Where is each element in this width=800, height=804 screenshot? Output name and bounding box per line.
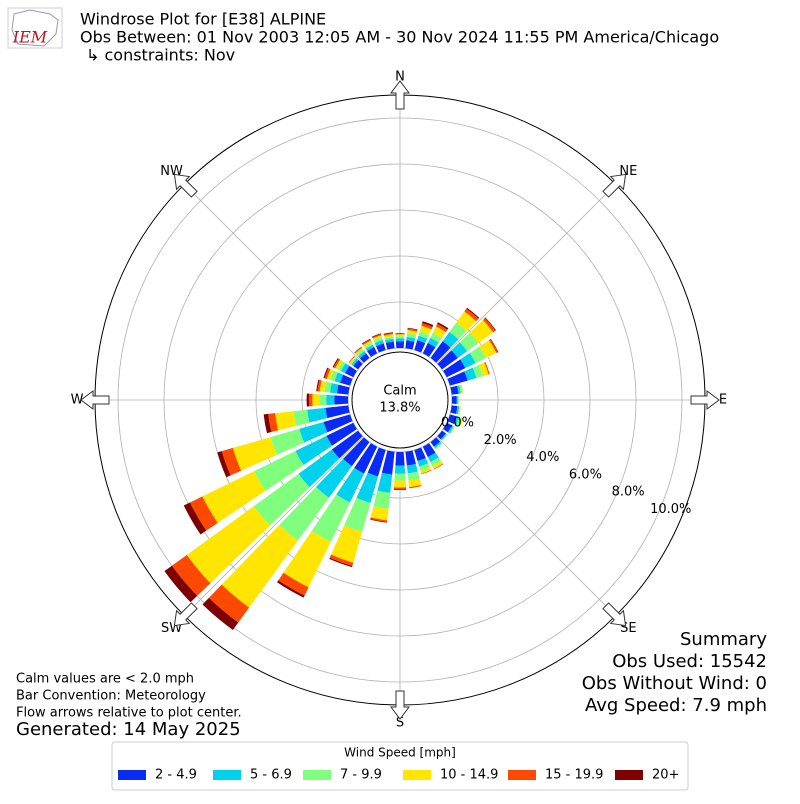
legend-swatch [508, 770, 536, 780]
summary-line: Obs Used: 15542 [612, 651, 767, 672]
summary-line: Obs Without Wind: 0 [582, 673, 767, 694]
bar-segment [395, 452, 404, 466]
bar-segment [394, 481, 406, 488]
legend-swatch [118, 770, 146, 780]
bar-segment [395, 466, 405, 474]
r-tick-label: 4.0% [526, 450, 559, 465]
calm-value: 13.8% [379, 401, 420, 416]
bar-segment [395, 334, 404, 336]
legend-label: 20+ [652, 768, 679, 783]
generated: Generated: 14 May 2025 [16, 719, 241, 740]
bar-segment [307, 393, 310, 406]
bar-segment [334, 395, 348, 404]
bar-segment [396, 338, 405, 341]
bar-segment [452, 396, 457, 404]
bar-segment [396, 341, 404, 348]
legend-swatch [403, 770, 431, 780]
note: Calm values are < 2.0 mph [16, 672, 194, 687]
legend-swatch [213, 770, 241, 780]
logo-text: IEM [12, 28, 48, 47]
r-tick-label: 6.0% [569, 467, 602, 482]
legend-label: 15 - 19.9 [545, 768, 603, 783]
calm-label: Calm [383, 384, 416, 399]
constraints: ↳ constraints: Nov [86, 46, 235, 65]
r-tick-label: 10.0% [650, 502, 691, 517]
bar-segment [396, 336, 405, 338]
bar-segment [458, 396, 459, 404]
legend-label: 5 - 6.9 [250, 768, 292, 783]
bar-segment [312, 394, 319, 406]
r-tick-label: 0.0% [441, 416, 474, 431]
chart-subtitle: Obs Between: 01 Nov 2003 12:05 AM - 30 N… [80, 28, 719, 47]
chart-title: Windrose Plot for [E38] ALPINE [80, 10, 326, 29]
legend-label: 7 - 9.9 [340, 768, 382, 783]
compass-label: E [719, 393, 727, 408]
legend-label: 10 - 14.9 [440, 768, 498, 783]
r-tick-label: 8.0% [612, 485, 645, 500]
bar-segment [319, 394, 326, 405]
r-tick-label: 2.0% [484, 433, 517, 448]
legend-label: 2 - 4.9 [155, 768, 197, 783]
summary-line: Avg Speed: 7.9 mph [585, 695, 767, 716]
bar-segment [394, 487, 406, 489]
bar-segment [394, 474, 405, 481]
bar-segment [407, 464, 418, 474]
bar-segment [326, 395, 334, 405]
legend-swatch [615, 770, 643, 780]
note: Bar Convention: Meteorology [16, 689, 206, 704]
bar-segment [309, 394, 313, 407]
summary-line: Summary [680, 629, 767, 650]
legend-swatch [303, 770, 331, 780]
bar-segment [456, 396, 458, 404]
legend-title: Wind Speed [mph] [344, 746, 456, 760]
